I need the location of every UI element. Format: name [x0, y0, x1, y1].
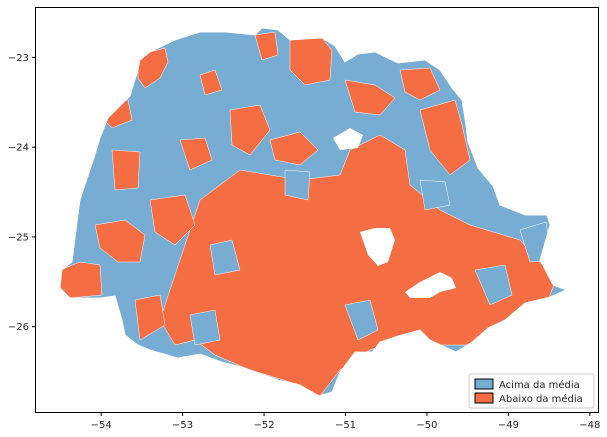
- region-below-west-1: [111, 149, 141, 191]
- region-below-northeast: [419, 99, 471, 176]
- region-below-east-central: [159, 134, 557, 396]
- region-below-west-2: [94, 219, 146, 263]
- region-below-north-8: [399, 67, 441, 101]
- parana-map: [59, 27, 568, 397]
- x-axis-ticks: −54 −53 −52 −51 −50 −49 −48: [91, 412, 600, 431]
- y-tick-label: −24: [8, 143, 29, 154]
- below-average-regions: [60, 31, 557, 396]
- region-above-southwest-1: [189, 309, 221, 346]
- x-tick-label: −52: [254, 420, 275, 431]
- axes-frame: [35, 7, 599, 413]
- region-below-north-1: [137, 47, 169, 89]
- x-tick-label: −51: [335, 420, 356, 431]
- x-tick-label: −53: [172, 420, 193, 431]
- region-above-south-1: [344, 299, 379, 341]
- legend-label-below: Abaixo da média: [499, 393, 583, 405]
- region-below-north-7: [344, 79, 396, 116]
- y-tick-label: −26: [8, 322, 29, 333]
- legend-swatch-below: [474, 392, 494, 404]
- x-tick-label: −50: [416, 420, 437, 431]
- region-above-east-3: [419, 179, 451, 211]
- hole-curitiba-area: [405, 272, 456, 298]
- hole-central-area: [360, 228, 395, 266]
- region-above-central-1: [284, 169, 311, 201]
- y-tick-label: −23: [8, 53, 29, 64]
- region-above-central-2: [209, 239, 241, 276]
- unmapped-areas: [333, 128, 456, 298]
- x-tick-label: −48: [579, 420, 600, 431]
- y-axis-ticks: −23 −24 −25 −26: [8, 53, 36, 333]
- region-below-central-1: [179, 137, 213, 171]
- region-above-east-1: [474, 264, 513, 306]
- x-tick-label: −49: [498, 420, 519, 431]
- region-below-west-strip: [60, 261, 103, 299]
- region-below-central-2: [269, 131, 319, 166]
- region-below-north-6: [229, 104, 271, 156]
- region-below-north-4: [254, 31, 279, 61]
- region-below-west-3: [149, 194, 196, 246]
- x-tick-label: −54: [91, 420, 112, 431]
- legend: Acima da média Abaixo da média: [468, 373, 595, 409]
- y-tick-label: −25: [8, 232, 29, 243]
- region-below-southwest-1: [134, 294, 166, 341]
- legend-label-above: Acima da média: [499, 379, 580, 391]
- state-outline: [59, 27, 568, 397]
- legend-box: [468, 373, 595, 409]
- legend-swatch-above: [474, 378, 494, 390]
- region-below-north-3: [199, 69, 223, 96]
- hole-north-lake: [333, 128, 363, 150]
